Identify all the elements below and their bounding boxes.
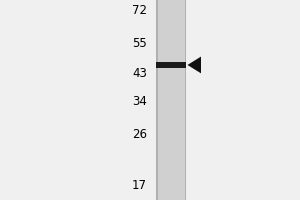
- Bar: [156, 0, 186, 200]
- Bar: [158, 0, 184, 200]
- Text: 55: 55: [132, 37, 147, 50]
- Text: 43: 43: [132, 67, 147, 80]
- Polygon shape: [188, 57, 201, 73]
- Text: 26: 26: [132, 128, 147, 141]
- Text: 17: 17: [132, 179, 147, 192]
- Text: 72: 72: [132, 4, 147, 17]
- Bar: [156, 62, 186, 68]
- Text: 34: 34: [132, 95, 147, 108]
